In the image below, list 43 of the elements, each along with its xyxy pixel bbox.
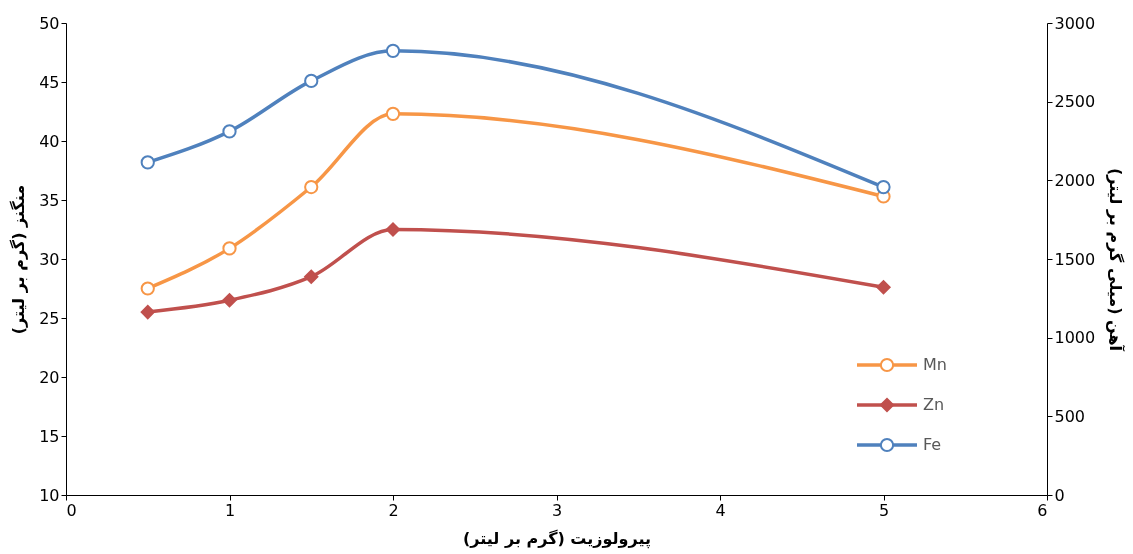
point: [140, 281, 155, 296]
point: [304, 73, 319, 89]
y2-tick-label: 2000: [1054, 170, 1096, 190]
y-tick-label: 45: [39, 72, 60, 92]
x-tick-label: 2: [388, 500, 399, 520]
point: [140, 155, 155, 170]
point: [876, 179, 891, 195]
point: [140, 304, 155, 320]
y-tick-label: 15: [39, 426, 60, 446]
point: [304, 269, 319, 284]
point: [304, 179, 319, 195]
legend-label: Fe: [923, 435, 942, 454]
x-axis-title: پیرولوزیت (گرم بر لیتر): [463, 528, 651, 549]
y2-tick-label: 500: [1054, 406, 1086, 426]
y-tick-label: 25: [39, 308, 60, 328]
y2-tick-label: 2500: [1054, 92, 1096, 112]
x-tick-label: 1: [224, 500, 236, 520]
x-tick-label: 6: [1037, 500, 1048, 520]
y-tick-label: 50: [39, 13, 60, 33]
point: [385, 106, 401, 121]
x-tick-label: 0: [66, 500, 77, 520]
y-tick-label: 40: [39, 131, 60, 151]
x-tick-label: 5: [878, 500, 890, 520]
point: [222, 124, 237, 139]
legend-label: Mn: [923, 355, 947, 374]
y2-axis-title: آهن (میلی گرم بر لیتر): [1106, 167, 1127, 352]
y-tick-label: 10: [39, 485, 60, 505]
y2-tick-label: 1500: [1054, 249, 1096, 269]
y2-tick-label: 0: [1054, 485, 1065, 505]
y-tick-label: 30: [39, 249, 60, 269]
x-tick-label: 4: [715, 500, 726, 520]
y-tick-label: 35: [39, 190, 60, 210]
point: [385, 222, 401, 237]
y2-tick-label: 1000: [1054, 328, 1096, 348]
y-tick-label: 20: [39, 367, 60, 387]
y-axis-title: منگنز (گرم بر لیتر): [9, 184, 29, 335]
y2-tick-label: 3000: [1054, 13, 1096, 33]
point: [385, 43, 401, 58]
point: [222, 241, 237, 256]
legend-label: Zn: [923, 395, 945, 414]
x-tick-label: 3: [551, 500, 563, 520]
point: [222, 293, 237, 308]
point: [876, 280, 891, 295]
